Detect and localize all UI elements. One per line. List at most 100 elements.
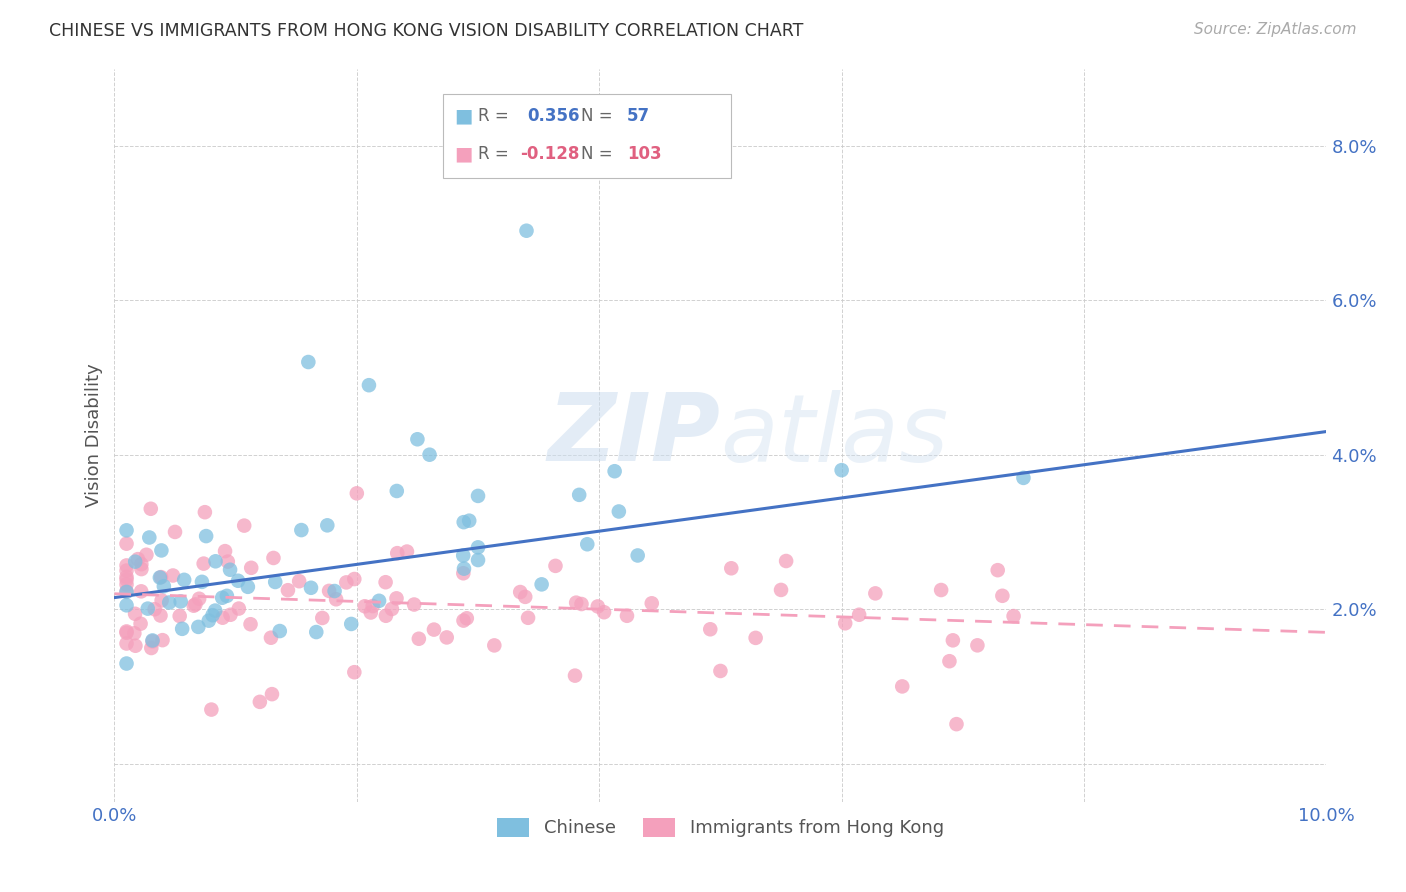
Point [616, 608, 638, 623]
Point [311, 611, 333, 625]
Point [515, 590, 537, 604]
Point [323, 584, 346, 599]
Point [240, 561, 263, 575]
Point [368, 594, 391, 608]
Point [277, 583, 299, 598]
Point [172, 622, 194, 636]
Point [219, 607, 242, 622]
Point [115, 558, 138, 573]
Y-axis label: Vision Disability: Vision Disability [86, 364, 103, 508]
Point [607, 504, 630, 518]
Text: 57: 57 [627, 107, 650, 125]
Point [169, 594, 191, 608]
Point [129, 616, 152, 631]
Point [318, 583, 340, 598]
Point [586, 599, 609, 614]
Point [942, 633, 965, 648]
Point [458, 514, 481, 528]
Point [453, 515, 475, 529]
Point [124, 639, 146, 653]
Point [1012, 471, 1035, 485]
Point [374, 575, 396, 590]
Text: atlas: atlas [720, 390, 949, 481]
Point [131, 562, 153, 576]
Point [436, 631, 458, 645]
Point [211, 591, 233, 605]
Text: CHINESE VS IMMIGRANTS FROM HONG KONG VISION DISABILITY CORRELATION CHART: CHINESE VS IMMIGRANTS FROM HONG KONG VIS… [49, 22, 804, 40]
Point [1002, 609, 1025, 624]
Point [219, 563, 242, 577]
Point [576, 537, 599, 551]
Point [709, 664, 731, 678]
Point [290, 523, 312, 537]
Point [157, 595, 180, 609]
Point [305, 625, 328, 640]
Point [299, 581, 322, 595]
Point [770, 582, 793, 597]
Point [564, 668, 586, 682]
Point [340, 617, 363, 632]
Point [353, 599, 375, 614]
Point [385, 483, 408, 498]
Point [136, 601, 159, 615]
Point [346, 486, 368, 500]
Point [335, 575, 357, 590]
Text: Source: ZipAtlas.com: Source: ZipAtlas.com [1194, 22, 1357, 37]
Text: -0.128: -0.128 [520, 145, 579, 163]
Point [603, 464, 626, 478]
Point [150, 570, 173, 584]
Point [152, 633, 174, 648]
Point [115, 625, 138, 640]
Point [834, 616, 856, 631]
Point [141, 640, 163, 655]
Point [149, 570, 172, 584]
Point [143, 602, 166, 616]
Point [169, 609, 191, 624]
Point [744, 631, 766, 645]
Point [135, 548, 157, 562]
Point [381, 602, 404, 616]
Point [343, 665, 366, 680]
Point [127, 552, 149, 566]
Point [938, 654, 960, 668]
Point [239, 617, 262, 632]
Point [264, 574, 287, 589]
Point [115, 636, 138, 650]
Point [153, 579, 176, 593]
Point [571, 597, 593, 611]
Point [775, 554, 797, 568]
Point [456, 611, 478, 625]
Point [195, 529, 218, 543]
Point [115, 584, 138, 599]
Point [233, 518, 256, 533]
Point [515, 224, 537, 238]
Point [188, 591, 211, 606]
Text: ■: ■ [454, 145, 472, 164]
Text: 103: 103 [627, 145, 662, 163]
Point [891, 680, 914, 694]
Point [627, 549, 650, 563]
Point [987, 563, 1010, 577]
Point [211, 610, 233, 624]
Point [419, 448, 441, 462]
Point [131, 557, 153, 571]
Point [467, 541, 489, 555]
Point [720, 561, 742, 575]
Point [288, 574, 311, 589]
Point [115, 573, 138, 587]
Point [453, 566, 475, 581]
Point [115, 564, 138, 578]
Point [115, 577, 138, 591]
Point [484, 639, 506, 653]
Point [141, 633, 163, 648]
Point [467, 553, 489, 567]
Point [138, 531, 160, 545]
Point [593, 605, 616, 619]
Point [149, 608, 172, 623]
Point [115, 599, 138, 613]
Point [316, 518, 339, 533]
Point [198, 614, 221, 628]
Point [204, 554, 226, 568]
Point [191, 574, 214, 589]
Point [848, 607, 870, 622]
